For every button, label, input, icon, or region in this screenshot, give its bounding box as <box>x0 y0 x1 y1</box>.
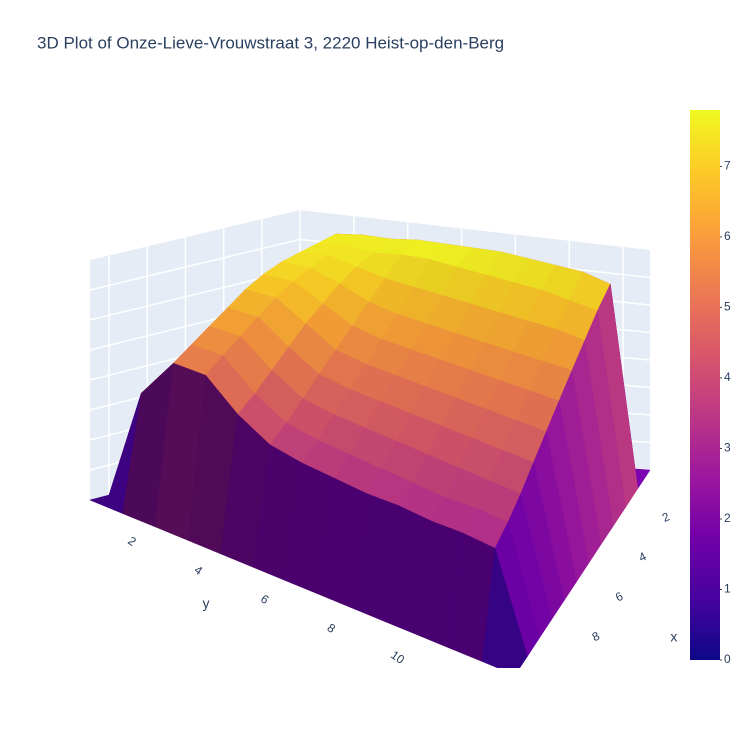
y-tick-label: 2 <box>125 534 139 549</box>
x-tick-label: 10 <box>564 667 582 685</box>
grid-line <box>89 238 301 291</box>
colorbar: 0 1 2 3 4 5 6 7 <box>690 110 731 666</box>
y-tick-label: 12 <box>455 677 474 696</box>
y-tick-label: 6 <box>258 592 272 607</box>
colorbar-tick-label: 3 <box>724 441 731 455</box>
colorbar-tick-label: 1 <box>724 582 731 596</box>
colorbar-gradient <box>690 110 720 660</box>
colorbar-tick-label: 4 <box>724 370 731 384</box>
y-tick-label: 10 <box>388 648 407 667</box>
y-tick-label: 4 <box>192 563 206 578</box>
colorbar-tick-label: 5 <box>724 300 731 314</box>
x-axis-title: x <box>670 628 677 644</box>
chart-title: 3D Plot of Onze-Lieve-Vrouwstraat 3, 222… <box>37 33 504 52</box>
colorbar-tick-label: 0 <box>724 652 731 666</box>
colorbar-tick-label: 7 <box>724 159 731 173</box>
colorbar-tick-label: 6 <box>724 229 731 243</box>
surface-cell <box>481 548 528 668</box>
y-axis-title: y <box>203 595 210 611</box>
x-tick-label: 4 <box>637 549 649 565</box>
x-tick-label: 2 <box>660 509 672 525</box>
colorbar-tick-label: 2 <box>724 511 731 525</box>
x-tick-label: 8 <box>590 629 602 645</box>
y-tick-label: 8 <box>325 621 339 636</box>
x-tick-label: 6 <box>613 589 625 605</box>
